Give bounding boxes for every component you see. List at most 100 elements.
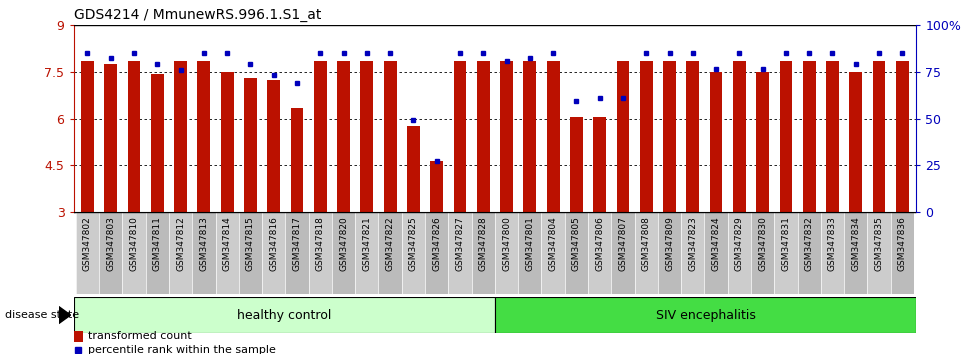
Bar — [309, 212, 332, 294]
Bar — [174, 61, 187, 212]
Bar — [425, 212, 448, 294]
Bar — [337, 61, 350, 212]
Bar — [757, 72, 769, 212]
Text: GSM347804: GSM347804 — [549, 216, 558, 271]
Bar — [314, 61, 326, 212]
Bar — [850, 72, 862, 212]
Text: GSM347832: GSM347832 — [805, 216, 813, 271]
Bar — [891, 212, 914, 294]
Bar — [268, 80, 280, 212]
Text: GSM347812: GSM347812 — [176, 216, 185, 271]
Bar — [710, 72, 722, 212]
Bar — [523, 61, 536, 212]
Bar — [407, 126, 419, 212]
Text: GSM347834: GSM347834 — [852, 216, 860, 271]
Bar — [239, 212, 262, 294]
Bar — [663, 61, 676, 212]
Bar — [74, 331, 83, 342]
Text: GSM347823: GSM347823 — [688, 216, 698, 271]
Bar — [448, 212, 471, 294]
Bar — [122, 212, 146, 294]
Bar — [262, 212, 285, 294]
Bar — [291, 108, 304, 212]
Bar — [896, 61, 908, 212]
Bar — [728, 212, 751, 294]
Bar — [454, 61, 466, 212]
Text: GSM347826: GSM347826 — [432, 216, 441, 271]
Bar — [384, 61, 397, 212]
Text: GSM347824: GSM347824 — [711, 216, 720, 271]
Text: GSM347817: GSM347817 — [292, 216, 302, 272]
Text: percentile rank within the sample: percentile rank within the sample — [88, 346, 276, 354]
Bar — [285, 212, 309, 294]
Text: GSM347801: GSM347801 — [525, 216, 534, 272]
Text: disease state: disease state — [5, 310, 79, 320]
Text: GSM347808: GSM347808 — [642, 216, 651, 272]
Text: GSM347800: GSM347800 — [502, 216, 511, 272]
Bar — [99, 212, 122, 294]
Text: GSM347805: GSM347805 — [572, 216, 581, 272]
Bar — [81, 61, 94, 212]
Text: GSM347833: GSM347833 — [828, 216, 837, 272]
Bar — [198, 61, 211, 212]
Text: GSM347809: GSM347809 — [665, 216, 674, 272]
Bar — [104, 64, 118, 212]
Bar — [220, 72, 233, 212]
Bar — [612, 212, 635, 294]
Text: GSM347811: GSM347811 — [153, 216, 162, 272]
Text: GSM347803: GSM347803 — [106, 216, 116, 272]
Text: GSM347830: GSM347830 — [759, 216, 767, 272]
Bar — [495, 212, 518, 294]
Bar — [872, 61, 886, 212]
Bar — [564, 212, 588, 294]
Text: healthy control: healthy control — [237, 309, 331, 321]
Bar — [430, 161, 443, 212]
Bar — [216, 212, 239, 294]
Bar — [244, 78, 257, 212]
Bar — [471, 212, 495, 294]
Bar — [542, 212, 564, 294]
Bar — [588, 212, 612, 294]
Text: GSM347810: GSM347810 — [129, 216, 138, 272]
Bar — [640, 61, 653, 212]
Bar — [798, 212, 821, 294]
Text: GSM347827: GSM347827 — [456, 216, 465, 271]
Bar — [500, 61, 513, 212]
Text: GSM347802: GSM347802 — [83, 216, 92, 271]
Text: GSM347828: GSM347828 — [479, 216, 488, 271]
Text: GSM347821: GSM347821 — [363, 216, 371, 271]
Bar — [518, 212, 542, 294]
Bar — [686, 61, 699, 212]
Bar — [75, 212, 99, 294]
Text: GSM347822: GSM347822 — [386, 216, 395, 271]
Bar — [547, 61, 560, 212]
Text: GSM347831: GSM347831 — [781, 216, 791, 272]
Bar — [733, 61, 746, 212]
Bar — [402, 212, 425, 294]
Bar — [821, 212, 844, 294]
Bar — [74, 297, 495, 333]
Bar — [844, 212, 867, 294]
Text: transformed count: transformed count — [88, 331, 192, 341]
Bar — [378, 212, 402, 294]
Bar — [169, 212, 192, 294]
Bar — [570, 117, 583, 212]
Bar — [705, 212, 728, 294]
Bar — [477, 61, 490, 212]
Text: GSM347806: GSM347806 — [595, 216, 604, 272]
Text: GSM347825: GSM347825 — [409, 216, 417, 271]
Bar — [151, 74, 164, 212]
Text: GSM347836: GSM347836 — [898, 216, 907, 272]
Bar — [192, 212, 216, 294]
Text: GSM347813: GSM347813 — [199, 216, 209, 272]
Text: SIV encephalitis: SIV encephalitis — [656, 309, 756, 321]
Text: GSM347829: GSM347829 — [735, 216, 744, 271]
Bar — [779, 61, 792, 212]
Bar — [361, 61, 373, 212]
Text: GSM347820: GSM347820 — [339, 216, 348, 271]
Text: GSM347814: GSM347814 — [222, 216, 231, 271]
Text: GSM347835: GSM347835 — [874, 216, 884, 272]
Bar — [616, 61, 629, 212]
Bar — [593, 117, 606, 212]
Text: GSM347816: GSM347816 — [270, 216, 278, 272]
